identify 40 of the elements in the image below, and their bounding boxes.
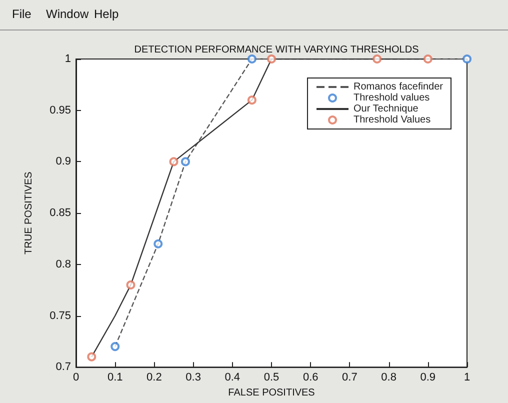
chart-title: DETECTION PERFORMANCE WITH VARYING THRESHOLDS bbox=[134, 44, 420, 56]
x-tick-label: 0.7 bbox=[342, 372, 358, 384]
x-axis-title: FALSE POSITIVES bbox=[228, 388, 316, 398]
x-tick-label: 0 bbox=[72, 372, 80, 384]
point bbox=[180, 157, 190, 166]
point bbox=[462, 54, 472, 64]
point bbox=[267, 54, 276, 64]
x-tick-label: 0.9 bbox=[420, 372, 436, 384]
y-tick-label: 0.85 bbox=[50, 207, 71, 220]
x-tick-label: 0.1 bbox=[107, 372, 123, 384]
x-tick-label: 0.6 bbox=[302, 372, 318, 384]
x-tick-label: 0.3 bbox=[186, 372, 201, 384]
x-tick-label: 0.2 bbox=[146, 372, 162, 384]
y-tick-label: 0.8 bbox=[56, 258, 71, 270]
point bbox=[372, 54, 382, 64]
point bbox=[87, 352, 96, 362]
legend-label: Romanos facefinder bbox=[354, 82, 444, 92]
point bbox=[110, 342, 120, 352]
text: File bbox=[12, 7, 32, 21]
legend-label: Threshold values bbox=[354, 92, 430, 104]
point bbox=[247, 96, 256, 105]
x-tick-label: 0.4 bbox=[224, 372, 240, 384]
y-tick-label: 1 bbox=[64, 53, 71, 65]
point bbox=[169, 157, 178, 166]
point bbox=[247, 54, 256, 64]
point bbox=[126, 280, 136, 290]
y-tick-label: 0.75 bbox=[50, 310, 71, 322]
y-tick-label: 0.95 bbox=[50, 104, 71, 116]
point bbox=[423, 54, 432, 64]
y-tick-label: 0.7 bbox=[56, 361, 71, 374]
x-tick-label: 0.5 bbox=[264, 372, 280, 384]
x-tick-label: 1 bbox=[464, 372, 470, 384]
y-tick-label: 0.9 bbox=[56, 156, 71, 168]
text: Help bbox=[94, 7, 120, 21]
point bbox=[154, 239, 163, 248]
legend-label: Threshold Values bbox=[354, 114, 431, 126]
text: Window bbox=[46, 7, 90, 21]
x-tick-label: 0.8 bbox=[381, 372, 396, 384]
y-axis-title: TRUE POSITIVES bbox=[24, 171, 34, 254]
legend-label: Our Technique bbox=[354, 104, 419, 114]
